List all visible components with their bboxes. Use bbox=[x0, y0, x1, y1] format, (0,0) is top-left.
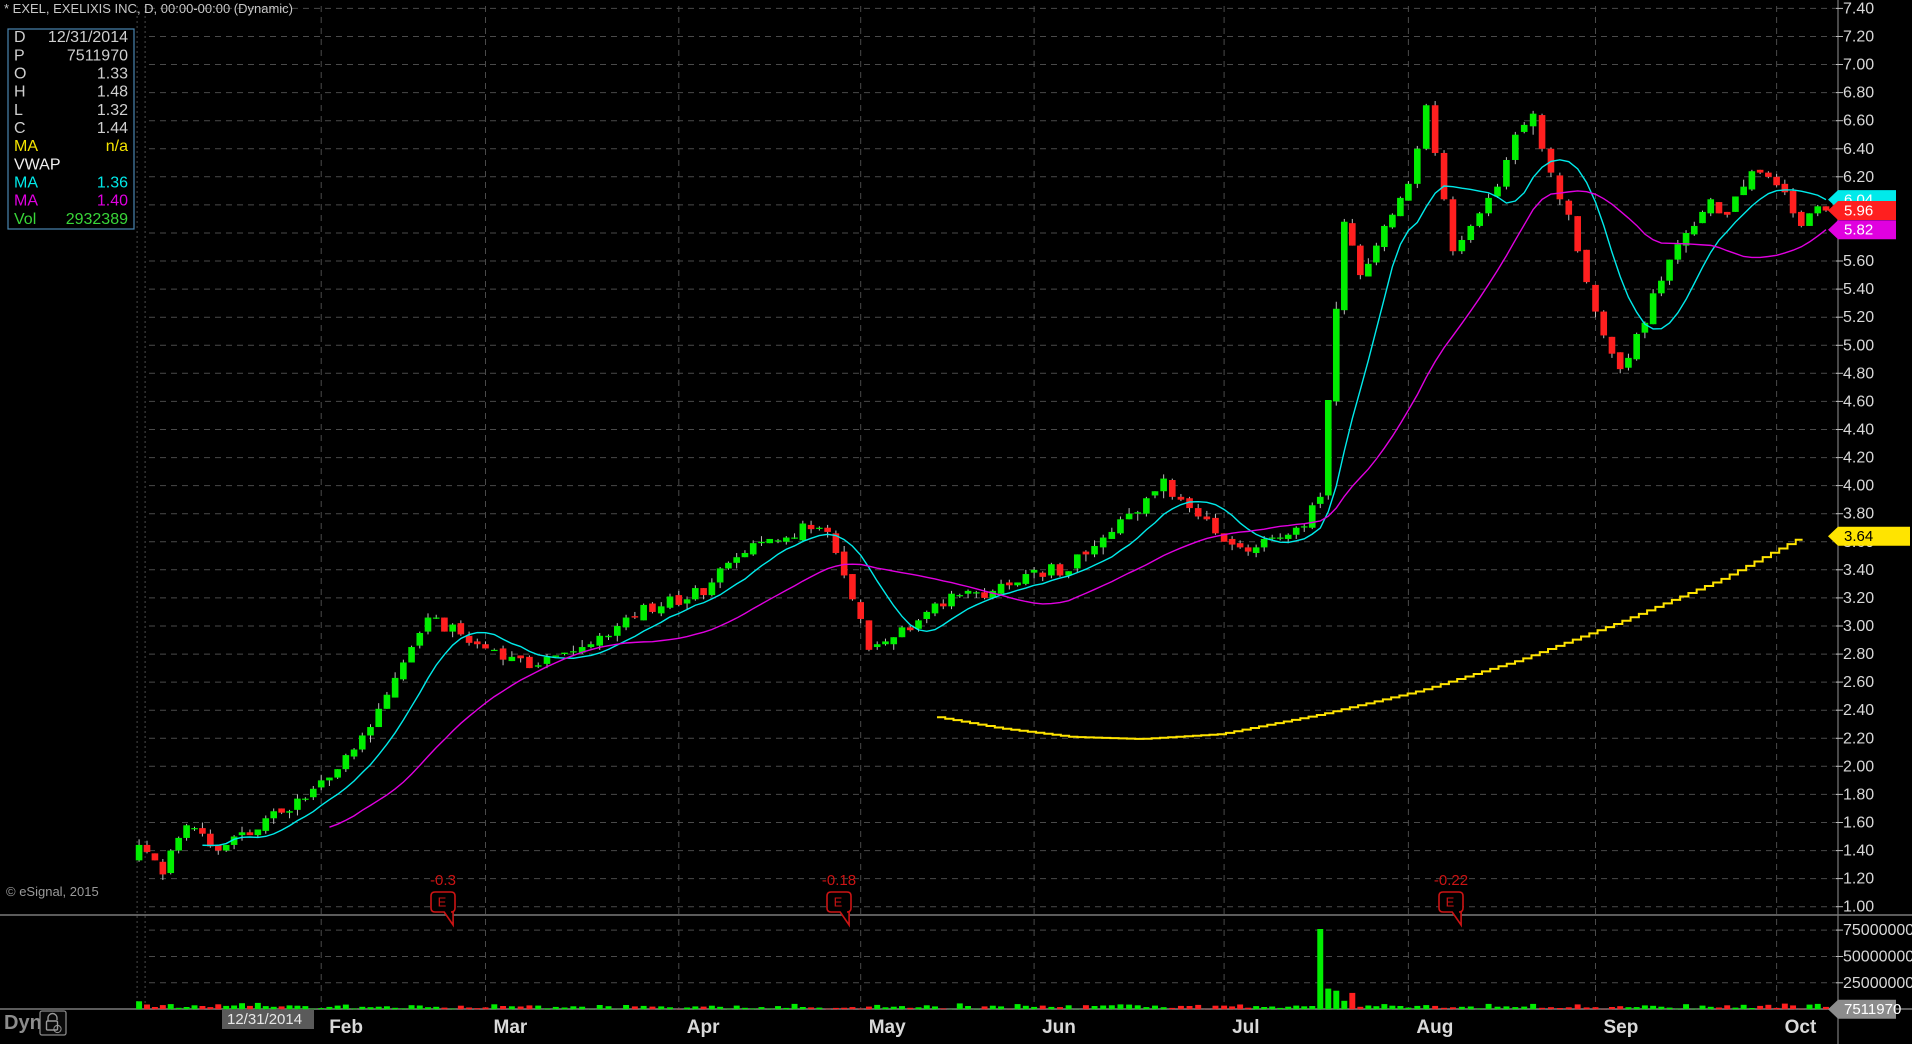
svg-text:Mar: Mar bbox=[494, 1017, 528, 1038]
svg-text:H: H bbox=[14, 84, 26, 101]
svg-text:1.48: 1.48 bbox=[97, 84, 128, 101]
svg-text:Dyn: Dyn bbox=[4, 1012, 42, 1034]
svg-text:5.00: 5.00 bbox=[1843, 337, 1874, 354]
svg-text:Feb: Feb bbox=[329, 1017, 363, 1038]
svg-text:2.00: 2.00 bbox=[1843, 758, 1874, 775]
svg-text:Jul: Jul bbox=[1232, 1017, 1259, 1038]
svg-text:12/31/2014: 12/31/2014 bbox=[48, 29, 128, 46]
svg-text:P: P bbox=[14, 47, 25, 64]
svg-text:4.60: 4.60 bbox=[1843, 393, 1874, 410]
svg-text:Aug: Aug bbox=[1416, 1017, 1453, 1038]
svg-text:3.40: 3.40 bbox=[1843, 562, 1874, 579]
svg-text:1.32: 1.32 bbox=[97, 102, 128, 119]
svg-text:VWAP: VWAP bbox=[14, 156, 61, 173]
svg-text:1.36: 1.36 bbox=[97, 175, 128, 192]
svg-text:2.80: 2.80 bbox=[1843, 646, 1874, 663]
svg-text:5.82: 5.82 bbox=[1844, 222, 1873, 239]
svg-text:5.60: 5.60 bbox=[1843, 253, 1874, 270]
svg-text:-0.22: -0.22 bbox=[1434, 872, 1468, 889]
svg-text:6.20: 6.20 bbox=[1843, 169, 1874, 186]
svg-text:7.00: 7.00 bbox=[1843, 57, 1874, 74]
svg-text:5.40: 5.40 bbox=[1843, 281, 1874, 298]
svg-text:Oct: Oct bbox=[1785, 1017, 1817, 1038]
svg-text:6.80: 6.80 bbox=[1843, 85, 1874, 102]
svg-text:O: O bbox=[14, 66, 26, 83]
svg-text:Apr: Apr bbox=[687, 1017, 720, 1038]
svg-text:1.40: 1.40 bbox=[97, 193, 128, 210]
svg-text:-0.3: -0.3 bbox=[430, 872, 456, 889]
svg-text:7511970: 7511970 bbox=[67, 47, 128, 64]
svg-text:C: C bbox=[14, 120, 26, 137]
svg-text:Vol: Vol bbox=[14, 211, 36, 228]
svg-text:-0.18: -0.18 bbox=[822, 872, 856, 889]
svg-text:1.44: 1.44 bbox=[97, 120, 128, 137]
svg-text:© eSignal, 2015: © eSignal, 2015 bbox=[6, 884, 99, 899]
svg-text:D: D bbox=[14, 29, 26, 46]
svg-text:5.20: 5.20 bbox=[1843, 309, 1874, 326]
svg-text:3.00: 3.00 bbox=[1843, 618, 1874, 635]
svg-text:Jun: Jun bbox=[1042, 1017, 1076, 1038]
svg-text:75000000: 75000000 bbox=[1843, 922, 1912, 939]
svg-text:Sep: Sep bbox=[1604, 1017, 1639, 1038]
svg-text:25000000: 25000000 bbox=[1843, 975, 1912, 992]
svg-text:May: May bbox=[869, 1017, 906, 1038]
svg-text:7.20: 7.20 bbox=[1843, 29, 1874, 46]
svg-text:1.33: 1.33 bbox=[97, 66, 128, 83]
svg-text:2.20: 2.20 bbox=[1843, 730, 1874, 747]
svg-text:3.80: 3.80 bbox=[1843, 506, 1874, 523]
svg-text:50000000: 50000000 bbox=[1843, 949, 1912, 966]
svg-text:MA: MA bbox=[14, 193, 38, 210]
svg-text:1.60: 1.60 bbox=[1843, 815, 1874, 832]
svg-text:1.20: 1.20 bbox=[1843, 871, 1874, 888]
svg-text:MA: MA bbox=[14, 138, 38, 155]
svg-text:4.40: 4.40 bbox=[1843, 422, 1874, 439]
svg-text:7511970: 7511970 bbox=[1844, 1001, 1901, 1018]
svg-text:1.80: 1.80 bbox=[1843, 786, 1874, 803]
svg-text:7.40: 7.40 bbox=[1843, 0, 1874, 17]
svg-text:n/a: n/a bbox=[106, 138, 128, 155]
svg-text:1.40: 1.40 bbox=[1843, 843, 1874, 860]
svg-text:L: L bbox=[14, 102, 23, 119]
svg-text:E: E bbox=[1446, 894, 1455, 909]
svg-text:4.00: 4.00 bbox=[1843, 478, 1874, 495]
svg-text:* EXEL, EXELIXIS INC, D, 00:00: * EXEL, EXELIXIS INC, D, 00:00-00:00 (Dy… bbox=[4, 1, 293, 16]
svg-text:4.20: 4.20 bbox=[1843, 450, 1874, 467]
svg-text:E: E bbox=[438, 894, 447, 909]
svg-text:E: E bbox=[834, 894, 843, 909]
svg-text:6.40: 6.40 bbox=[1843, 141, 1874, 158]
svg-text:6.60: 6.60 bbox=[1843, 113, 1874, 130]
svg-text:2932389: 2932389 bbox=[66, 211, 128, 228]
svg-text:1.00: 1.00 bbox=[1843, 899, 1874, 916]
svg-text:3.64: 3.64 bbox=[1844, 528, 1873, 545]
svg-text:12/31/2014: 12/31/2014 bbox=[227, 1011, 302, 1028]
svg-text:2.60: 2.60 bbox=[1843, 674, 1874, 691]
svg-text:4.80: 4.80 bbox=[1843, 365, 1874, 382]
svg-text:3.20: 3.20 bbox=[1843, 590, 1874, 607]
svg-text:5.96: 5.96 bbox=[1844, 203, 1873, 220]
svg-text:MA: MA bbox=[14, 175, 38, 192]
svg-text:2.40: 2.40 bbox=[1843, 702, 1874, 719]
